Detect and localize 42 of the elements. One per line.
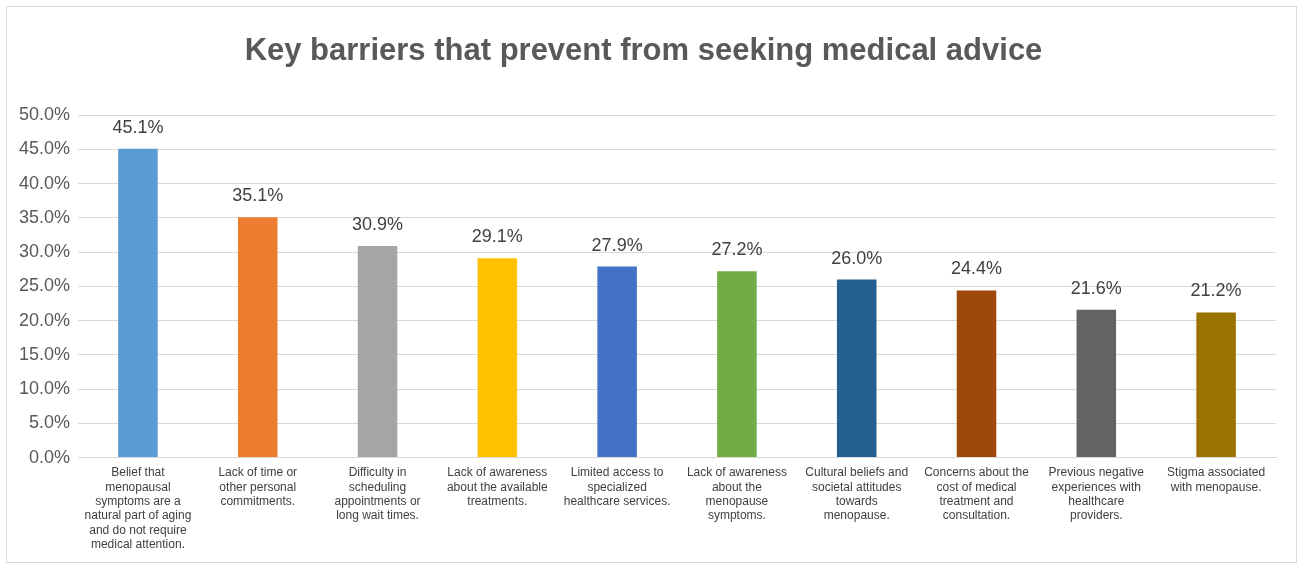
x-tick-label: Lack of time or other personal commitments. <box>218 465 298 508</box>
data-label: 29.1% <box>471 226 523 247</box>
y-tick-label: 5.0% <box>29 412 71 433</box>
bar <box>357 246 398 458</box>
x-tick-label: Difficulty in scheduling appointments or long wait times. <box>334 465 421 523</box>
y-tick-label: 20.0% <box>18 309 71 330</box>
bar <box>836 279 877 458</box>
data-label: 21.2% <box>1190 280 1242 301</box>
bar <box>237 217 278 458</box>
y-tick-label: 25.0% <box>18 275 71 296</box>
y-tick-label: 0.0% <box>29 446 71 467</box>
x-tick-label: Limited access to specialized healthcare services. <box>563 465 671 508</box>
bar <box>1196 312 1236 458</box>
bar <box>477 258 518 458</box>
y-tick-label: 40.0% <box>18 172 71 193</box>
x-tick-label: Concerns about the cost of medical treatment and consultation. <box>924 465 1030 523</box>
bar <box>956 290 997 458</box>
x-tick-label: Lack of awareness about the available treatments. <box>446 465 549 508</box>
data-label: 26.0% <box>831 247 883 268</box>
chart-title: Key barriers that prevent from seeking medical advice <box>244 32 1043 68</box>
x-tick-label: Belief that menopausal symptoms are a natural part of aging and do not require medical attention. <box>84 465 192 552</box>
x-tick-label: Cultural beliefs and societal attitudes towards menopause. <box>805 465 909 523</box>
x-tick-label: Lack of awareness about the menopause symptoms. <box>686 465 787 523</box>
data-label: 30.9% <box>352 213 404 234</box>
data-label: 27.2% <box>711 239 763 260</box>
y-tick-label: 10.0% <box>18 378 71 399</box>
y-tick-label: 15.0% <box>18 343 71 364</box>
bar <box>717 271 757 458</box>
bar <box>597 266 637 458</box>
x-tick-label: Stigma associated with menopause. <box>1167 465 1266 494</box>
bar <box>1076 309 1117 458</box>
y-tick-label: 35.0% <box>18 206 71 227</box>
x-tick-label: Previous negative experiences with healthcare providers. <box>1048 465 1145 523</box>
y-tick-label: 50.0% <box>18 104 71 125</box>
data-label: 21.6% <box>1070 277 1122 298</box>
y-tick-label: 30.0% <box>18 241 71 262</box>
data-label: 24.4% <box>950 258 1003 279</box>
data-label: 45.1% <box>112 116 164 137</box>
y-tick-label: 45.0% <box>18 138 71 159</box>
data-label: 35.1% <box>232 185 284 206</box>
bar <box>118 148 158 458</box>
data-label: 27.9% <box>591 234 643 255</box>
